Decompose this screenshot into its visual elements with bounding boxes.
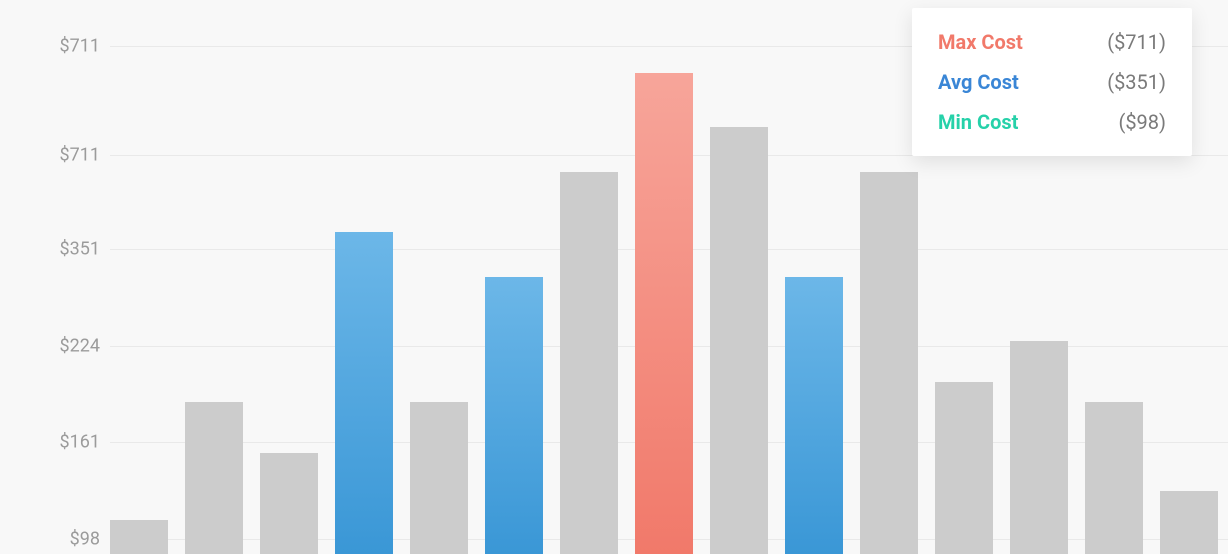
y-axis-label: $711 <box>0 145 100 166</box>
bar <box>260 453 318 554</box>
cost-legend: Max Cost ($711) Avg Cost ($351) Min Cost… <box>912 8 1192 156</box>
bar <box>335 232 393 554</box>
y-axis-label: $351 <box>0 239 100 260</box>
y-axis-label: $711 <box>0 36 100 57</box>
legend-value-min: ($98) <box>1118 112 1166 132</box>
legend-label-min: Min Cost <box>938 112 1018 132</box>
cost-bar-chart: $711 $711 $351 $224 $161 $98 Max Cost ($… <box>0 0 1228 554</box>
bar <box>410 402 468 554</box>
bar <box>1010 341 1068 554</box>
bar <box>860 172 918 554</box>
bar <box>635 73 693 554</box>
bar <box>185 402 243 554</box>
y-axis-label: $98 <box>0 529 100 550</box>
legend-label-max: Max Cost <box>938 32 1023 52</box>
legend-value-max: ($711) <box>1107 32 1166 52</box>
y-axis-label: $161 <box>0 432 100 453</box>
bar <box>710 127 768 554</box>
y-axis-label: $224 <box>0 336 100 357</box>
bar <box>785 277 843 554</box>
bar <box>560 172 618 554</box>
legend-row-avg: Avg Cost ($351) <box>938 72 1166 92</box>
legend-row-min: Min Cost ($98) <box>938 112 1166 132</box>
legend-label-avg: Avg Cost <box>938 72 1019 92</box>
legend-value-avg: ($351) <box>1107 72 1166 92</box>
bar <box>1160 491 1218 554</box>
bar <box>1085 402 1143 554</box>
legend-row-max: Max Cost ($711) <box>938 32 1166 52</box>
bar <box>935 382 993 554</box>
bar <box>485 277 543 554</box>
bar <box>110 520 168 554</box>
